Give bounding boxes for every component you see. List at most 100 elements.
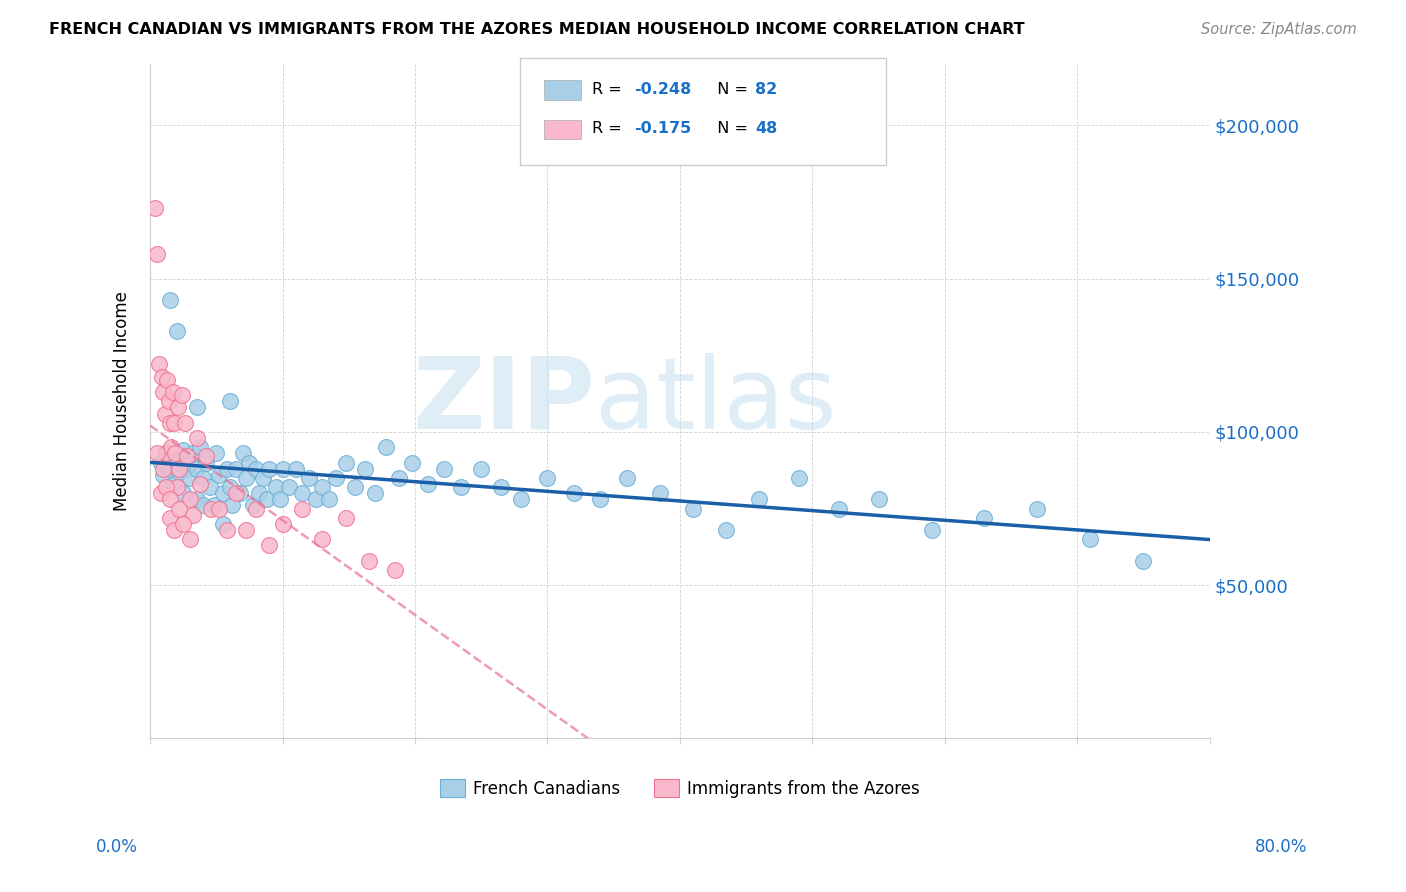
Point: [298, 471, 321, 485]
Point: [388, 471, 411, 485]
Point: [1080, 532, 1102, 546]
Legend: French Canadians, Immigrants from the Azores: French Canadians, Immigrants from the Az…: [433, 772, 927, 805]
Point: [264, 480, 287, 494]
Point: [202, 499, 225, 513]
Point: [169, 465, 191, 479]
Point: [271, 461, 294, 475]
Text: -0.175: -0.175: [634, 121, 692, 136]
Y-axis label: Median Household Income: Median Household Income: [114, 292, 131, 511]
Point: [152, 461, 174, 475]
Point: [344, 480, 367, 494]
Point: [215, 523, 238, 537]
Point: [868, 492, 890, 507]
Point: [156, 373, 179, 387]
Point: [235, 471, 257, 485]
Point: [311, 532, 333, 546]
Text: N =: N =: [707, 82, 754, 96]
Point: [245, 501, 267, 516]
Point: [181, 508, 204, 522]
Point: [242, 499, 264, 513]
Point: [616, 471, 638, 485]
Point: [172, 486, 194, 500]
Point: [159, 416, 181, 430]
Point: [155, 446, 177, 460]
Point: [232, 446, 254, 460]
Point: [433, 461, 456, 475]
Point: [215, 461, 238, 475]
Point: [648, 486, 671, 500]
Point: [181, 446, 204, 460]
Point: [562, 486, 585, 500]
Point: [153, 407, 176, 421]
Point: [186, 431, 208, 445]
Point: [291, 501, 314, 516]
Point: [146, 446, 169, 460]
Text: 82: 82: [755, 82, 778, 96]
Point: [335, 510, 357, 524]
Point: [159, 510, 181, 524]
Point: [229, 486, 252, 500]
Point: [225, 461, 247, 475]
Point: [364, 486, 387, 500]
Point: [748, 492, 770, 507]
Point: [198, 480, 221, 494]
Point: [259, 461, 281, 475]
Point: [489, 480, 512, 494]
Text: R =: R =: [592, 82, 627, 96]
Point: [450, 480, 472, 494]
Point: [269, 492, 291, 507]
Point: [166, 324, 188, 338]
Point: [159, 461, 181, 475]
Point: [470, 461, 492, 475]
Point: [152, 385, 174, 400]
Point: [194, 456, 217, 470]
Point: [146, 247, 169, 261]
Point: [148, 358, 170, 372]
Point: [589, 492, 612, 507]
Point: [305, 492, 328, 507]
Point: [353, 461, 375, 475]
Text: R =: R =: [592, 121, 627, 136]
Point: [259, 538, 281, 552]
Text: 0.0%: 0.0%: [96, 838, 138, 855]
Point: [169, 501, 191, 516]
Point: [190, 440, 212, 454]
Point: [155, 480, 177, 494]
Point: [247, 486, 270, 500]
Point: [172, 443, 194, 458]
Point: [194, 450, 217, 464]
Point: [155, 446, 177, 460]
Point: [179, 471, 201, 485]
Point: [166, 480, 188, 494]
Point: [418, 477, 440, 491]
Point: [179, 532, 201, 546]
Point: [218, 480, 240, 494]
Point: [167, 401, 190, 415]
Point: [291, 486, 314, 500]
Text: atlas: atlas: [595, 352, 837, 450]
Point: [828, 501, 851, 516]
Text: 80.0%: 80.0%: [1256, 838, 1308, 855]
Point: [284, 461, 307, 475]
Point: [200, 501, 222, 516]
Point: [157, 394, 180, 409]
Point: [172, 516, 194, 531]
Point: [384, 563, 406, 577]
Point: [682, 501, 704, 516]
Point: [169, 461, 191, 475]
Point: [536, 471, 558, 485]
Point: [163, 523, 186, 537]
Point: [149, 486, 172, 500]
Text: ZIP: ZIP: [412, 352, 595, 450]
Point: [191, 499, 214, 513]
Point: [165, 446, 187, 460]
Point: [186, 492, 208, 507]
Point: [1132, 554, 1154, 568]
Point: [159, 293, 181, 307]
Point: [208, 501, 231, 516]
Point: [218, 394, 240, 409]
Point: [245, 461, 267, 475]
Point: [212, 516, 235, 531]
Point: [162, 385, 184, 400]
Point: [179, 492, 201, 507]
